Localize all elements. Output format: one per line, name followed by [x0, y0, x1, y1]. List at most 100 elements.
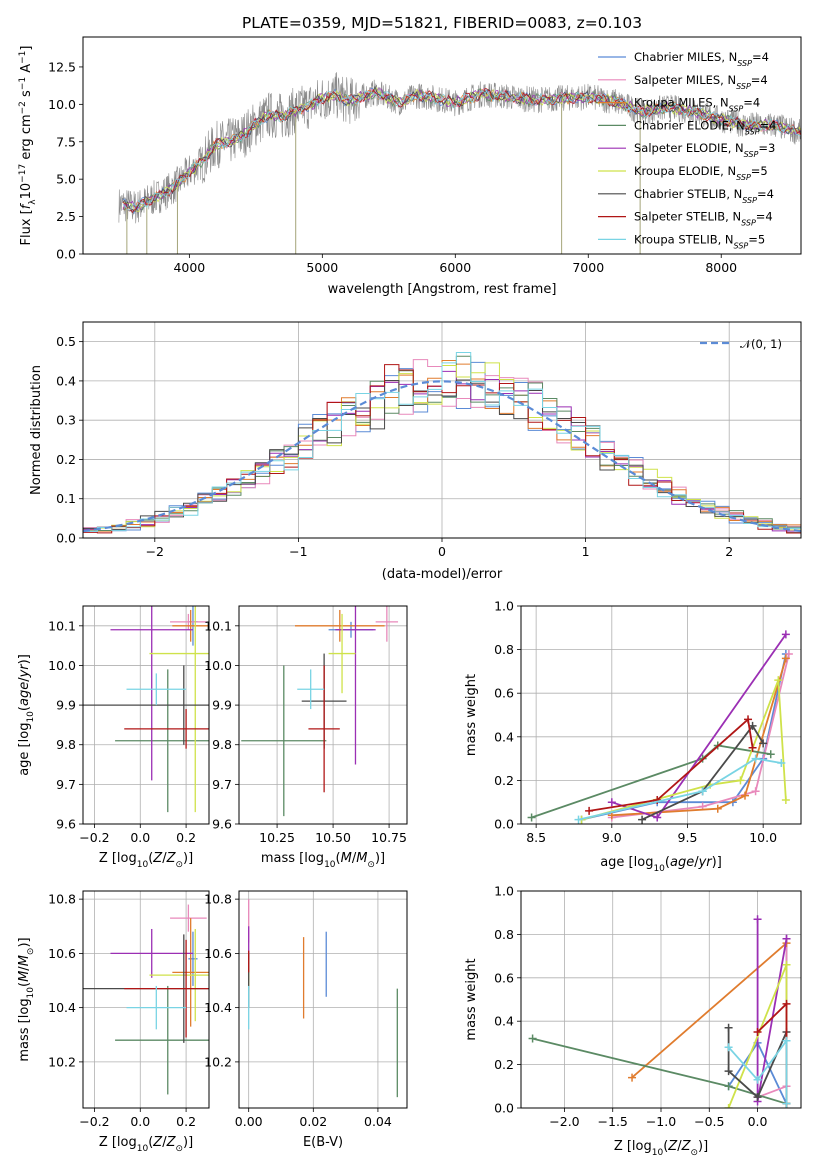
axes-frame: [238, 890, 408, 1109]
plus-marker: [638, 815, 647, 824]
label-part: Z: [152, 1135, 163, 1150]
plus-marker: [713, 804, 722, 813]
x-tick-label: 10.25: [259, 830, 295, 845]
x-axis-label: age [log10(age/yr)]: [600, 855, 722, 874]
x-axis-label: mass [log10(M/M⊙)]: [261, 851, 385, 870]
legend-label: 𝒩(0, 1): [740, 337, 782, 351]
label-part: 10: [137, 1144, 149, 1154]
plus-marker: [751, 787, 760, 796]
legend-label: Kroupa MILES, NSSP=4: [634, 96, 760, 114]
x-tick-label: 10.75: [371, 830, 407, 845]
label-part: (data-model)/error: [382, 567, 503, 582]
label-part: 10: [653, 864, 665, 874]
x-tick-label: 8.5: [526, 830, 546, 845]
label-part: /: [694, 855, 699, 870]
label-part: Z: [667, 1139, 678, 1154]
y-tick-label: 10.1: [204, 618, 232, 633]
x-tick-label: −0.2: [79, 1114, 109, 1129]
plus-marker: [753, 1093, 762, 1102]
axes-frame: [82, 321, 802, 539]
age-vs-mass-panel: 10.25 10.50 10.75 9.6 9.7 9.8 9.9 10.0 10.1 mass …: [204, 605, 408, 870]
legend-label-part: Chabrier ELODIE, N: [634, 118, 745, 132]
legend-label-part: Kroupa MILES, N: [634, 96, 729, 110]
label-part: −1: [18, 77, 28, 90]
weight-line: [611, 658, 787, 817]
label-part: (: [663, 1139, 668, 1154]
label-part: age [log: [600, 855, 653, 870]
plus-marker: [741, 791, 749, 800]
y-tick-label: 10.6: [204, 946, 232, 961]
label-part: 10: [324, 860, 336, 870]
plus-marker: [653, 796, 662, 805]
x-axis-label: (data-model)/error: [382, 567, 503, 582]
weight-line: [631, 942, 788, 1079]
y-tick-label: 9.7: [212, 777, 232, 792]
legend-label-part: SSP: [736, 81, 751, 90]
y-tick-label: 7.5: [56, 134, 76, 149]
y-tick-label: 0.5: [56, 334, 76, 349]
mass-vs-ebv-panel: 0.00 0.02 0.04 10.2 10.4 10.6 10.8 E(B-V): [204, 890, 408, 1150]
spectrum-title: PLATE=0359, MJD=51821, FIBERID=0083, z=0…: [242, 14, 642, 32]
y-tick-label: 0.1: [56, 491, 76, 506]
label-part: 10: [652, 1148, 664, 1158]
x-tick-label: 7000: [572, 260, 604, 275]
x-tick-label: 0.0: [130, 830, 150, 845]
normal-curve: [83, 380, 801, 533]
x-axis-label: Z [log10(Z/Z⊙)]: [99, 1135, 193, 1154]
label-part: (: [336, 851, 341, 866]
weight-line: [727, 1037, 788, 1104]
legend-label-part: =4: [757, 187, 774, 201]
legend-label-part: =5: [748, 232, 765, 246]
y-tick-label: 9.7: [56, 777, 76, 792]
x-tick-label: 0.2: [176, 1114, 196, 1129]
plus-marker: [781, 796, 790, 805]
label-part: −1: [18, 51, 28, 64]
y-axis-label: mass weight: [464, 958, 479, 1040]
age-vs-Z-panel: −0.2 0.0 0.29.69.79.89.910.010.1Z [log10(Z…: [17, 605, 210, 870]
x-tick-label: 0.02: [299, 1114, 327, 1129]
plus-marker: [724, 1043, 733, 1052]
x-tick-label: 5000: [306, 260, 338, 275]
y-tick-label: 10.0: [48, 658, 76, 673]
legend-label-part: Salpeter STELIB, N: [634, 210, 741, 224]
y-tick-label: 1.0: [494, 884, 514, 899]
y-axis-label: Normed distribution: [29, 365, 44, 495]
label-part: /: [162, 851, 167, 866]
plot-area: [248, 899, 398, 1098]
plot-area: [528, 915, 791, 1108]
y-tick-label: 0.0: [494, 1101, 514, 1116]
x-tick-label: 6000: [439, 260, 471, 275]
label-part: M: [356, 851, 367, 866]
label-part: M: [341, 851, 352, 866]
legend-label: Kroupa ELODIE, NSSP=5: [634, 164, 768, 182]
legend-label-part: Chabrier MILES, N: [634, 50, 737, 64]
y-tick-label: 10.1: [48, 618, 76, 633]
label-part: f: [19, 202, 34, 209]
plot-area: [83, 606, 209, 813]
x-axis-label: E(B-V): [303, 1135, 343, 1150]
plus-marker: [724, 1082, 733, 1091]
legend-label-part: Kroupa STELIB, N: [634, 232, 734, 246]
y-tick-label: 0.2: [494, 1057, 514, 1072]
y-tick-label: 9.6: [212, 817, 232, 832]
label-part: (: [17, 706, 32, 711]
label-part: wavelength [Angstrom, rest frame]: [328, 282, 557, 297]
weight-line: [611, 633, 787, 819]
y-tick-label: 0.8: [494, 927, 514, 942]
y-tick-label: 9.8: [56, 737, 76, 752]
x-tick-label: 2: [725, 544, 733, 559]
x-axis-label: wavelength [Angstrom, rest frame]: [328, 282, 557, 297]
label-part: /: [17, 966, 32, 971]
legend-label-part: SSP: [734, 241, 749, 250]
label-part: −2: [18, 101, 28, 114]
legend-label: Kroupa STELIB, NSSP=5: [634, 232, 765, 250]
weight-line: [641, 724, 764, 821]
y-tick-label: 0.2: [56, 452, 76, 467]
mass-vs-Z-panel: −0.2 0.0 0.210.210.410.610.8Z [log10(Z/Z⊙)…: [17, 890, 210, 1154]
label-part: (: [17, 982, 32, 987]
histogram-step: [83, 352, 801, 538]
plus-marker: [628, 1073, 637, 1082]
x-tick-label: 0.00: [235, 1114, 263, 1129]
axes-frame: [82, 36, 802, 255]
